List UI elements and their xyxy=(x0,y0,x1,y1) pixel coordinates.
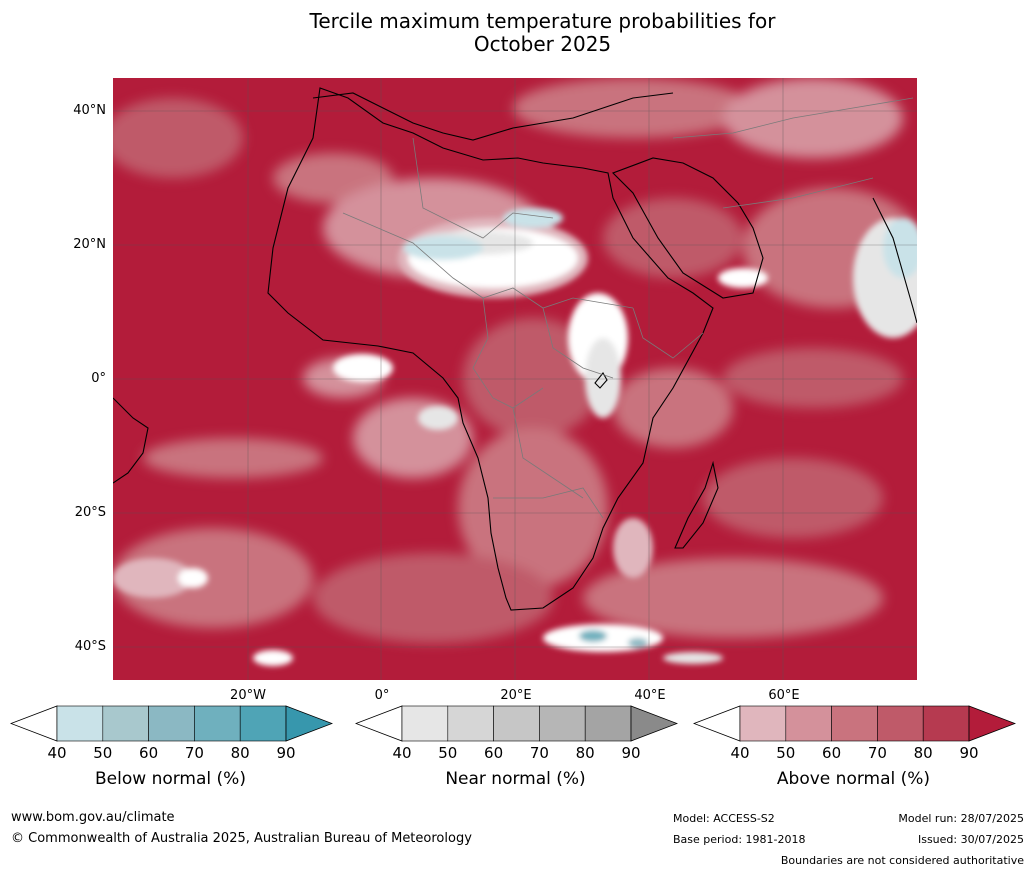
above-normal-swatch-5 xyxy=(922,705,970,742)
probability-patches xyxy=(113,78,917,643)
above-normal-tick-80: 80 xyxy=(913,744,933,762)
below-normal-swatch-2 xyxy=(102,705,149,742)
below-normal-swatch-1 xyxy=(56,705,104,742)
above-normal-legend-title: Above normal (%) xyxy=(776,769,931,789)
lon-label-20e: 20°E xyxy=(500,688,532,703)
near-normal-colorbar xyxy=(355,705,678,742)
lon-label-60e: 60°E xyxy=(768,688,800,703)
issued-text: Issued: 30/07/2025 xyxy=(917,833,1024,846)
lon-label-40e: 40°E xyxy=(634,688,666,703)
below-normal-swatch-4 xyxy=(194,705,241,742)
south-america-coastline xyxy=(113,397,149,484)
near-normal-swatch-high xyxy=(630,705,678,742)
above-normal-tick-40: 40 xyxy=(730,744,750,762)
near-normal-swatch-5 xyxy=(584,705,632,742)
near-normal-legend-title: Near normal (%) xyxy=(445,769,586,789)
country-borders xyxy=(342,97,914,519)
coastlines xyxy=(113,87,917,611)
lon-label-0: 0° xyxy=(374,688,390,703)
near-normal-swatch-2 xyxy=(447,705,494,742)
above-normal-swatch-1 xyxy=(739,705,787,742)
above-normal-tick-60: 60 xyxy=(822,744,842,762)
below-normal-tick-70: 70 xyxy=(184,744,204,762)
madagascar-coastline xyxy=(674,460,719,549)
above-normal-tick-70: 70 xyxy=(867,744,887,762)
lake-victoria xyxy=(594,372,608,389)
near-normal-tick-70: 70 xyxy=(529,744,549,762)
near-normal-tick-60: 60 xyxy=(484,744,504,762)
below-normal-swatch-5 xyxy=(239,705,287,742)
near-normal-swatch-1 xyxy=(401,705,449,742)
near-normal-swatch-4 xyxy=(539,705,586,742)
below-normal-colorbar xyxy=(10,705,333,742)
above-normal-swatch-2 xyxy=(785,705,832,742)
near-normal-tick-50: 50 xyxy=(438,744,458,762)
model-text: Model: ACCESS-S2 xyxy=(673,812,775,825)
india-coastline xyxy=(872,197,917,324)
chart-title: Tercile maximum temperature probabilitie… xyxy=(0,10,1035,56)
arabia-coastline xyxy=(612,157,764,299)
near-normal-tick-90: 90 xyxy=(621,744,641,762)
africa-coastline xyxy=(267,87,714,611)
below-normal-tick-50: 50 xyxy=(93,744,113,762)
above-normal-tick-50: 50 xyxy=(776,744,796,762)
near-normal-areas xyxy=(113,208,917,666)
title-line-1: Tercile maximum temperature probabilitie… xyxy=(309,9,776,33)
above-normal-swatch-4 xyxy=(877,705,924,742)
graticule xyxy=(113,78,917,680)
above-normal-swatch-low xyxy=(693,705,741,742)
website-text: www.bom.gov.au/climate xyxy=(11,810,175,825)
below-normal-tick-80: 80 xyxy=(230,744,250,762)
lat-label-20s: 20°S xyxy=(74,505,106,520)
lat-label-40n: 40°N xyxy=(73,103,106,118)
below-normal-tick-90: 90 xyxy=(276,744,296,762)
below-normal-tick-60: 60 xyxy=(139,744,159,762)
forecast-map xyxy=(113,78,917,680)
copyright-text: © Commonwealth of Australia 2025, Austra… xyxy=(11,831,472,846)
near-normal-swatch-3 xyxy=(493,705,540,742)
near-normal-swatch-low xyxy=(355,705,403,742)
above-normal-swatch-3 xyxy=(831,705,878,742)
above-normal-colorbar xyxy=(693,705,1016,742)
below-normal-swatch-low xyxy=(10,705,58,742)
disclaimer-text: Boundaries are not considered authoritat… xyxy=(780,854,1024,867)
lat-label-0: 0° xyxy=(91,371,106,386)
near-normal-tick-40: 40 xyxy=(392,744,412,762)
above-normal-tick-90: 90 xyxy=(959,744,979,762)
base-period-text: Base period: 1981-2018 xyxy=(673,833,806,846)
map-svg xyxy=(113,78,917,680)
model-run-text: Model run: 28/07/2025 xyxy=(898,812,1024,825)
below-normal-legend-title: Below normal (%) xyxy=(95,769,246,789)
near-normal-tick-80: 80 xyxy=(575,744,595,762)
title-line-2: October 2025 xyxy=(473,32,612,56)
above-normal-swatch-high xyxy=(968,705,1016,742)
below-normal-swatch-high xyxy=(285,705,333,742)
mediterranean-coastline xyxy=(312,92,674,141)
lon-label-20w: 20°W xyxy=(230,688,266,703)
lat-label-40s: 40°S xyxy=(74,639,106,654)
below-normal-swatch-3 xyxy=(148,705,195,742)
below-normal-tick-40: 40 xyxy=(47,744,67,762)
lat-label-20n: 20°N xyxy=(73,237,106,252)
